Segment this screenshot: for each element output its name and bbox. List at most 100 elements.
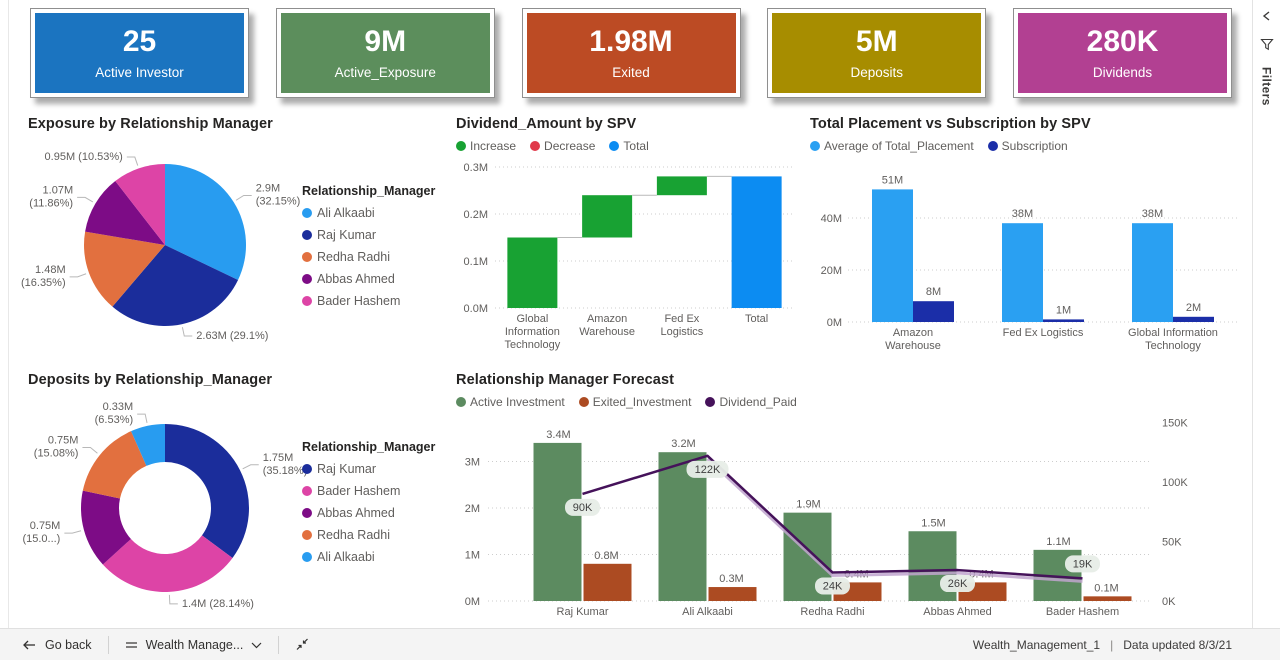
- legend-item-dividend_paid[interactable]: Dividend_Paid: [705, 395, 797, 409]
- status-bar: Wealth_Management_1 | Data updated 8/3/2…: [973, 629, 1232, 660]
- legend-label: Redha Radhi: [317, 250, 390, 264]
- pie-slice-raj-kumar[interactable]: [165, 424, 249, 558]
- legend-item-ali-alkaabi[interactable]: Ali Alkaabi: [302, 206, 435, 220]
- chart-title: Deposits by Relationship_Manager: [28, 372, 273, 388]
- label-connector: [126, 156, 139, 166]
- pie-slice-raj-kumar[interactable]: [112, 245, 239, 326]
- pie-slice-redha-radhi[interactable]: [84, 231, 165, 307]
- pie-slice-abbas-ahmed[interactable]: [81, 490, 131, 565]
- legend-item-exited_investment[interactable]: Exited_Investment: [578, 395, 691, 409]
- kpi-card-dividends[interactable]: 280K Dividends: [1013, 8, 1232, 98]
- expand-filters-chevron-icon[interactable]: [1262, 10, 1272, 22]
- legend-dot: [530, 141, 541, 151]
- axis-label: Fed Ex: [664, 313, 699, 325]
- legend-title: Relationship_Manager: [302, 440, 436, 454]
- back-arrow-icon: [23, 640, 35, 649]
- kpi-value: 9M: [364, 25, 407, 59]
- legend-dot: [302, 252, 312, 262]
- kpi-card-active-exposure[interactable]: 9M Active_Exposure: [275, 8, 495, 98]
- visual-rm-forecast: Relationship Manager Forecast Active Inv…: [450, 368, 1242, 626]
- axis-label: Ali Alkaabi: [682, 606, 733, 618]
- legend-item-average-of-total_placement[interactable]: Average of Total_Placement: [810, 139, 974, 153]
- kpi-label: Deposits: [850, 64, 904, 80]
- bar-subscription[interactable]: [913, 301, 954, 322]
- page-selector[interactable]: Wealth Manage...: [115, 629, 273, 660]
- page-selector-label: Wealth Manage...: [145, 637, 244, 652]
- legend-item-raj-kumar[interactable]: Raj Kumar: [302, 462, 435, 476]
- legend-item-increase[interactable]: Increase: [456, 139, 516, 153]
- axis-label: 0M: [465, 596, 480, 608]
- exposure-pie-legend: Relationship_Manager Ali Alkaabi Raj Kumar…: [302, 184, 435, 316]
- legend-item-active-investment[interactable]: Active Investment: [456, 395, 565, 409]
- legend-dot: [705, 397, 716, 407]
- kpi-card-exited[interactable]: 1.98M Exited: [521, 8, 741, 98]
- legend-dot: [302, 486, 312, 496]
- waterfall-bar[interactable]: [656, 176, 707, 196]
- kpi-label: Active Investor: [95, 64, 184, 80]
- axis-label: 0.3M: [719, 573, 743, 585]
- legend-label: Raj Kumar: [317, 228, 377, 242]
- bar-subscription[interactable]: [1043, 319, 1084, 322]
- dividend-waterfall-chart[interactable]: 0.0M 0.1M 0.2M 0.3M GlobalInformationTechnol…: [450, 160, 798, 364]
- forecast-combo-chart[interactable]: 0M 1M 2M 3M 0K 50K 100K 150K 3.4M 0.8M Raj Kumar 3.…: [450, 416, 1242, 628]
- bar-exited-investment[interactable]: [1083, 596, 1132, 601]
- waterfall-bar[interactable]: [507, 237, 558, 309]
- visual-placement-bar: Total Placement vs Subscription by SPV A…: [806, 112, 1242, 368]
- pie-slice-ali-alkaabi[interactable]: [165, 164, 246, 281]
- pie-slice-ali-alkaabi[interactable]: [131, 424, 165, 466]
- bar-total-placement[interactable]: [872, 189, 913, 322]
- kpi-card-deposits[interactable]: 5M Deposits: [767, 8, 987, 98]
- toolbar-divider: [107, 635, 109, 654]
- legend-dot: [456, 397, 466, 407]
- bar-exited-investment[interactable]: [583, 563, 632, 601]
- chart-title: Total Placement vs Subscription by SPV: [810, 116, 1091, 132]
- legend-item-abbas-ahmed[interactable]: Abbas Ahmed: [302, 272, 435, 286]
- bar-subscription[interactable]: [1173, 316, 1214, 322]
- pie-slice-redha-radhi[interactable]: [82, 431, 147, 499]
- axis-label: 0.1M: [1094, 582, 1118, 594]
- visual-deposits-donut: Deposits by Relationship_Manager 1.75M (3…: [10, 368, 450, 624]
- legend-item-subscription[interactable]: Subscription: [987, 139, 1068, 153]
- legend-item-redha-radhi[interactable]: Redha Radhi: [302, 250, 435, 264]
- legend-item-raj-kumar[interactable]: Raj Kumar: [302, 228, 435, 242]
- legend-item-redha-radhi[interactable]: Redha Radhi: [302, 528, 435, 542]
- go-back-button[interactable]: Go back: [12, 629, 102, 660]
- axis-label: Amazon: [587, 313, 627, 325]
- filter-funnel-icon[interactable]: [1259, 38, 1274, 51]
- pie-slice-bader-hashem[interactable]: [115, 164, 165, 245]
- pages-icon: [125, 641, 137, 648]
- axis-label: 19K: [1073, 558, 1093, 570]
- pie-slice-label: 1.48M (16.35%): [21, 264, 66, 289]
- exposure-pie-chart[interactable]: 2.9M (32.15%) 2.63M (29.1%) 1.48M (16.35%) 1.…: [10, 142, 450, 364]
- axis-label: Abbas Ahmed: [923, 606, 992, 618]
- bar-total-placement[interactable]: [1002, 223, 1043, 322]
- axis-label: 1.5M: [921, 517, 945, 529]
- bar-active-investment[interactable]: [533, 442, 582, 601]
- legend-dot: [578, 397, 589, 407]
- legend-item-abbas-ahmed[interactable]: Abbas Ahmed: [302, 506, 435, 520]
- waterfall-bar[interactable]: [582, 195, 633, 238]
- legend-dot: [302, 464, 312, 474]
- kpi-card-active-investor[interactable]: 25 Active Investor: [30, 8, 249, 98]
- bar-total-placement[interactable]: [1132, 223, 1173, 322]
- legend-item-ali-alkaabi[interactable]: Ali Alkaabi: [302, 550, 435, 564]
- legend-item-bader-hashem[interactable]: Bader Hashem: [302, 484, 435, 498]
- legend-item-decrease[interactable]: Decrease: [530, 139, 595, 153]
- pie-slice-bader-hashem[interactable]: [102, 535, 233, 592]
- deposits-donut-chart[interactable]: 1.75M (35.18%) 1.4M (28.14%) 0.75M (15.0...)…: [10, 392, 450, 620]
- legend-item-total[interactable]: Total: [609, 139, 649, 153]
- pie-slice-abbas-ahmed[interactable]: [85, 181, 165, 245]
- pie-slice-label: 0.95M (10.53%): [45, 151, 123, 163]
- legend-label: Total: [623, 139, 649, 153]
- bar-exited-investment[interactable]: [708, 587, 757, 601]
- collapse-view-button[interactable]: [285, 629, 320, 660]
- legend-item-bader-hashem[interactable]: Bader Hashem: [302, 294, 435, 308]
- legend-dot: [302, 530, 312, 540]
- label-connector: [235, 194, 252, 201]
- filters-pane-title[interactable]: Filters: [1259, 67, 1274, 106]
- dividend-paid-line[interactable]: [582, 454, 1083, 580]
- legend-dot: [302, 296, 312, 306]
- legend-dot: [609, 141, 620, 151]
- waterfall-bar[interactable]: [731, 176, 782, 308]
